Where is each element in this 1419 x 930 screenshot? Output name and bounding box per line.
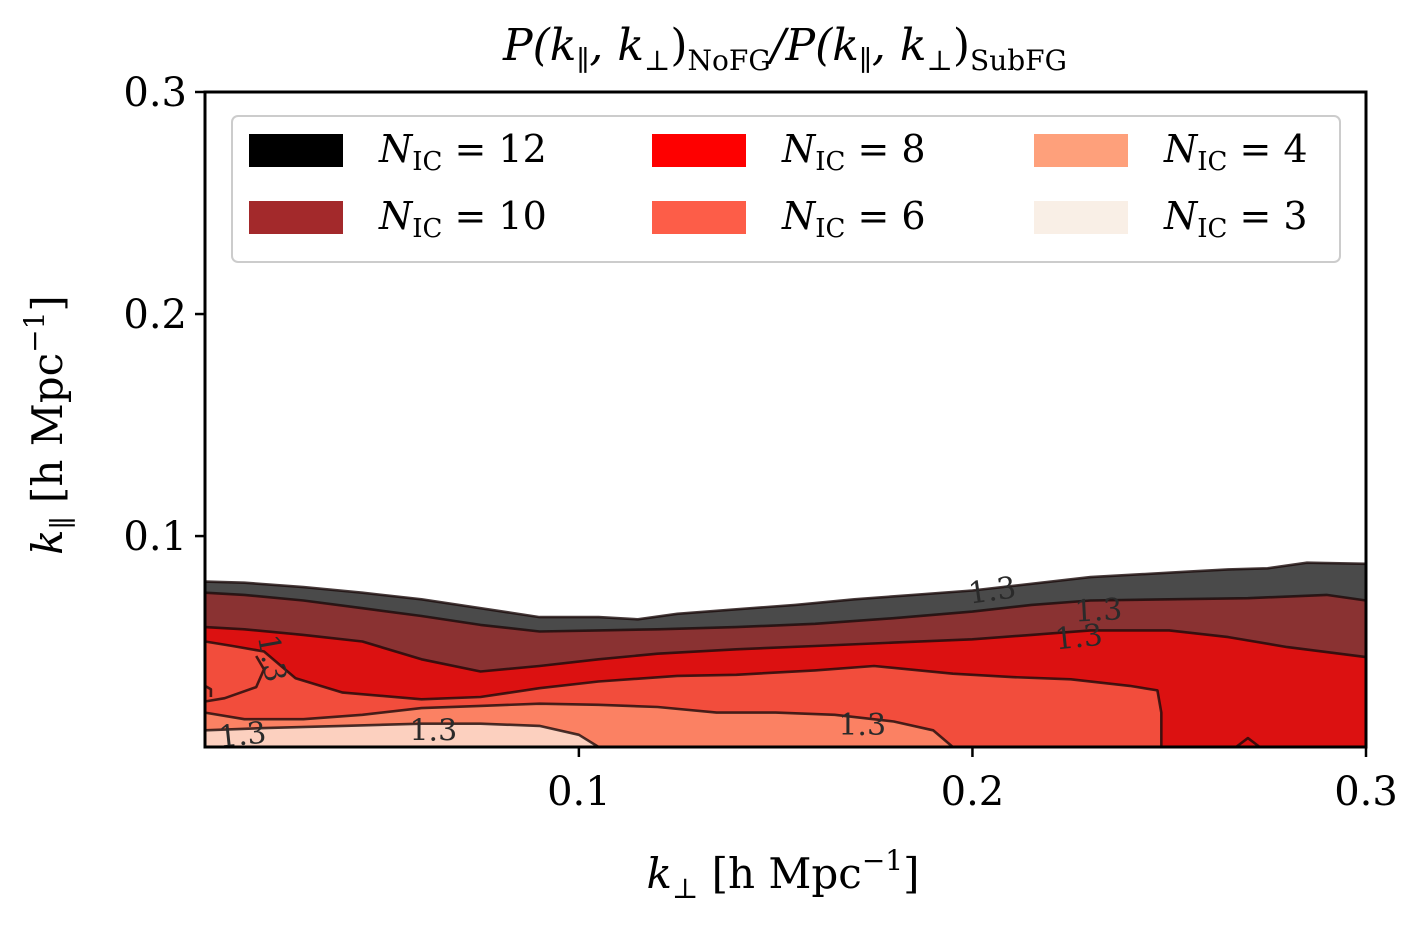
legend-label: NIC = 3	[1163, 194, 1308, 244]
y-tick-label: 0.3	[123, 70, 187, 116]
contour-label-2: 1.3	[1074, 592, 1123, 629]
legend-label: NIC = 8	[781, 127, 926, 177]
contour-line-6	[204, 722, 600, 749]
contour-line-1	[204, 561, 1367, 621]
x-tick-label: 0.1	[547, 769, 611, 815]
legend-item: NIC = 6	[652, 194, 926, 244]
contour-line-extra-1	[204, 655, 266, 703]
legend-item: NIC = 3	[1034, 194, 1308, 244]
contour-label-text: 1.3	[250, 632, 293, 685]
contour-label-5: 1.3	[217, 715, 268, 755]
y-tick-label: 0.2	[123, 292, 187, 338]
contour-line-extra-3	[204, 684, 213, 697]
x-tick-label: 0.2	[941, 769, 1005, 815]
contour-line-2	[204, 591, 1367, 633]
legend-item: NIC = 4	[1034, 127, 1308, 177]
legend-swatch	[652, 134, 746, 167]
x-axis-ticks: 0.1 0.2 0.3	[547, 747, 1398, 815]
x-axis-label: k⊥ [h Mpc−1]	[646, 844, 919, 905]
legend-item: NIC = 8	[652, 127, 926, 177]
axes-frame	[203, 90, 1368, 749]
y-axis-ticks: 0.1 0.2 0.3	[123, 70, 205, 560]
contour-label-6: 1.3	[409, 713, 457, 748]
contour-line-extra-2	[1235, 736, 1261, 749]
contour-label-text: 1.3	[838, 708, 886, 743]
legend-swatch	[1034, 134, 1128, 167]
contour-label-text: 1.3	[966, 570, 1018, 611]
contour-label-7: 1.3	[838, 708, 886, 743]
contour-label-text: 1.3	[409, 713, 457, 748]
contour-fill-6	[205, 723, 599, 747]
contour-label-3: 1.3	[1053, 618, 1104, 658]
contour-line-5	[204, 702, 954, 748]
y-axis-label: k∥ [h Mpc−1]	[18, 295, 79, 555]
legend-label: NIC = 4	[1163, 127, 1308, 177]
contour-line-4	[204, 640, 1163, 747]
chart-title: P(k∥, k⊥)NoFG/P(k∥, k⊥)SubFG	[502, 20, 1067, 77]
legend-label: NIC = 12	[378, 127, 547, 177]
contour-label-4: 1.3	[250, 632, 293, 685]
legend-item: NIC = 12	[249, 127, 547, 177]
legend-swatch	[1034, 201, 1128, 234]
legend-swatch	[249, 201, 343, 234]
legend-swatch	[249, 134, 343, 167]
contour-label-1: 1.3	[966, 570, 1018, 611]
legend-label: NIC = 10	[378, 194, 547, 244]
legend-swatch	[652, 201, 746, 234]
contour-label-text: 1.3	[1074, 592, 1123, 629]
legend: NIC = 12 NIC = 10 NIC = 8 NIC = 6 NIC = 4 NIC…	[231, 115, 1341, 263]
contour-label-text: 1.3	[1053, 618, 1104, 658]
y-tick-label: 0.1	[123, 514, 187, 560]
contour-line-3	[204, 625, 1367, 673]
legend-item: NIC = 10	[249, 194, 547, 244]
legend-label: NIC = 6	[781, 194, 926, 244]
contour-label-text: 1.3	[217, 715, 268, 755]
x-tick-label: 0.3	[1334, 769, 1398, 815]
